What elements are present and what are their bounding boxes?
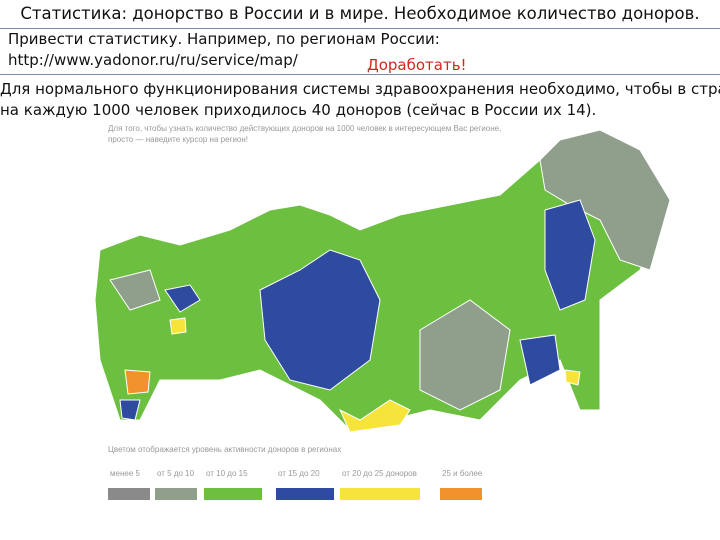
divider	[0, 28, 720, 29]
legend-label: от 15 до 20	[278, 469, 320, 478]
legend-label: менее 5	[110, 469, 140, 478]
map-caption: просто — наведите курсор на регион!	[108, 135, 248, 144]
flag: Доработать!	[367, 56, 467, 74]
legend-label: 25 и более	[442, 469, 483, 478]
divider	[0, 74, 720, 75]
legend-swatch	[204, 488, 262, 500]
regions	[94, 129, 671, 433]
legend-label: от 5 до 10	[157, 469, 195, 478]
note-link: http://www.yadonor.ru/ru/service/map/	[8, 51, 298, 69]
legend-swatch	[340, 488, 420, 500]
legend-swatch	[155, 488, 197, 500]
legend-swatch	[440, 488, 482, 500]
body-line: на каждую 1000 человек приходилось 40 до…	[0, 101, 597, 119]
body-line: Для нормального функционирования системы…	[0, 80, 720, 98]
map-caption: Для того, чтобы узнать количество действ…	[108, 124, 501, 133]
legend-title: Цветом отображается уровень активности д…	[108, 445, 341, 454]
note: Привести статистику. Например, по регион…	[8, 30, 440, 48]
slide-title: Статистика: донорство в России и в мире.…	[20, 4, 700, 23]
legend-label: от 10 до 15	[206, 469, 248, 478]
legend-swatch	[108, 488, 150, 500]
legend-swatch	[276, 488, 334, 500]
legend-label: от 20 до 25 доноров	[342, 469, 417, 478]
